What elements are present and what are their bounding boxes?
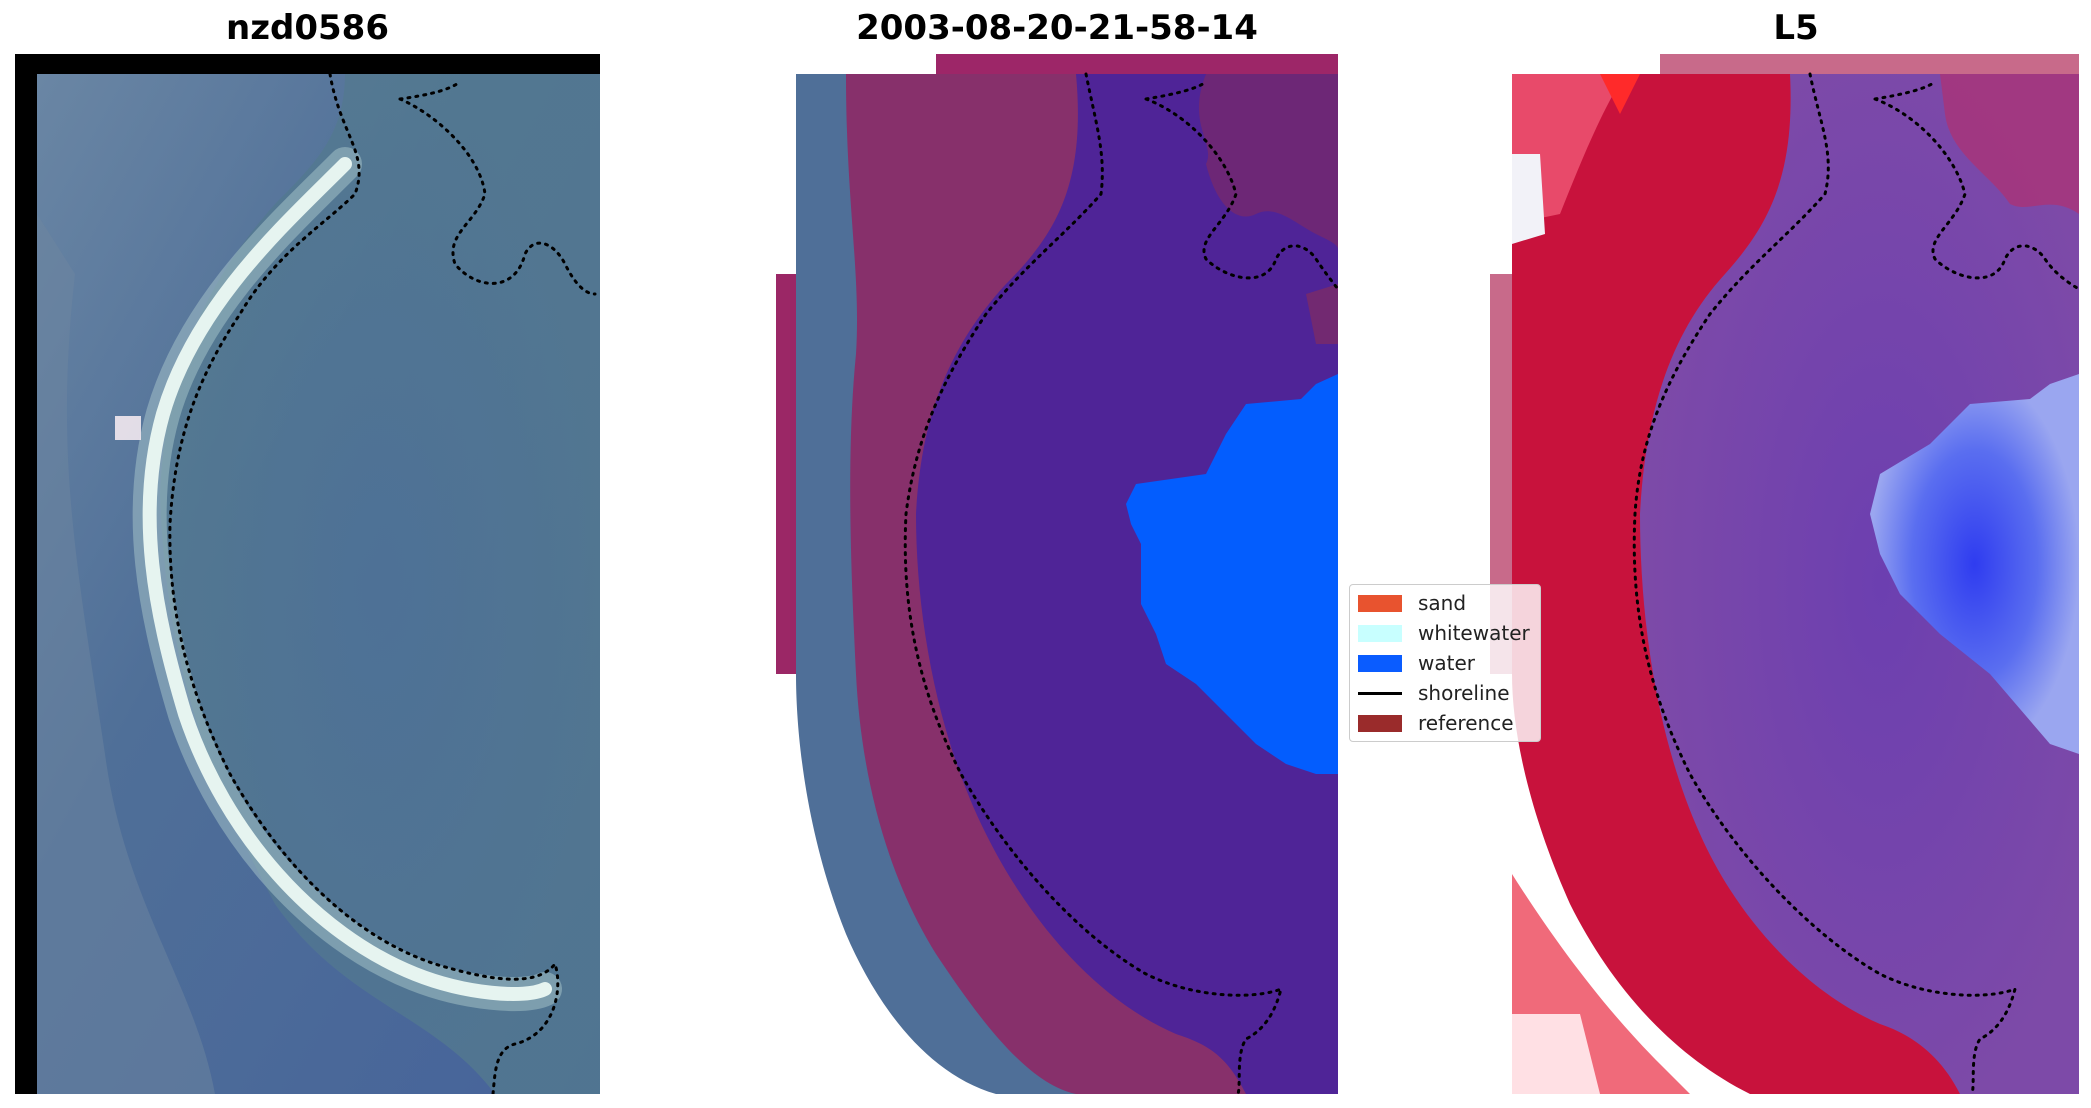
legend-item-shoreline: shoreline xyxy=(1358,680,1510,706)
legend: sand whitewater water shoreline referenc… xyxy=(1349,584,1541,742)
panel-title-classification: 2003-08-20-21-58-14 xyxy=(856,8,1258,48)
classification-image xyxy=(776,54,1338,1094)
legend-label-sand: sand xyxy=(1418,591,1467,615)
legend-label-whitewater: whitewater xyxy=(1418,621,1530,645)
panel-title-index: L5 xyxy=(1773,8,1819,48)
legend-label-shoreline: shoreline xyxy=(1418,681,1510,705)
legend-swatch-sand xyxy=(1358,594,1402,612)
legend-swatch-water xyxy=(1358,654,1402,672)
legend-swatch-reference xyxy=(1358,714,1402,732)
legend-item-whitewater: whitewater xyxy=(1358,620,1530,646)
classification-panel xyxy=(776,54,1338,1094)
legend-label-water: water xyxy=(1418,651,1475,675)
index-panel xyxy=(1490,54,2079,1094)
legend-label-reference: reference xyxy=(1418,711,1514,735)
legend-item-reference: reference xyxy=(1358,710,1514,736)
rgb-image-panel xyxy=(15,54,600,1094)
legend-item-water: water xyxy=(1358,650,1475,676)
legend-swatch-whitewater xyxy=(1358,624,1402,642)
rgb-image xyxy=(15,54,600,1094)
panel-title-rgb: nzd0586 xyxy=(226,8,389,48)
legend-line-shoreline xyxy=(1358,691,1402,695)
index-image xyxy=(1490,54,2079,1094)
legend-item-sand: sand xyxy=(1358,590,1466,616)
